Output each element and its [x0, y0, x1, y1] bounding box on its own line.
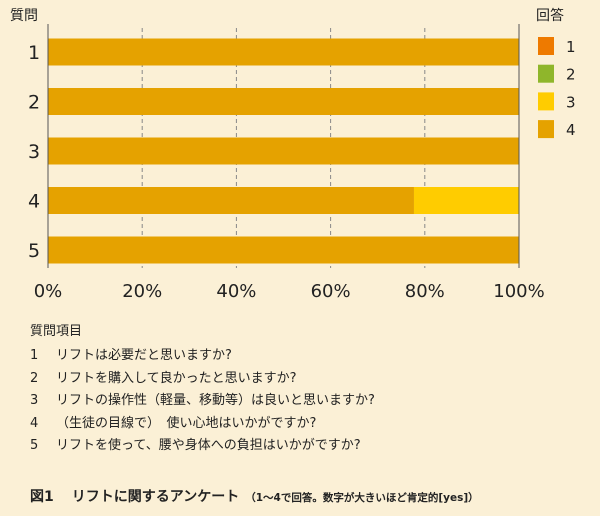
question-item: 2 リフトを購入して良かったと思いますか?	[30, 368, 375, 391]
question-number: 5	[30, 438, 39, 453]
question-number: 2	[30, 370, 39, 386]
x-tick-label: 0%	[34, 281, 63, 302]
figure-title: リフトに関するアンケート	[71, 489, 240, 505]
question-item: 5 リフトを使って、腰や身体への負担はいかがですか?	[30, 435, 375, 458]
x-tick-label: 40%	[216, 281, 256, 302]
figure-note: （1～4で回答。数字が大きいほど肯定的[yes]）	[245, 492, 479, 504]
legend-swatch	[538, 92, 554, 111]
question-text: リフトは必要だと思いますか?	[56, 348, 232, 363]
category-label: 5	[28, 240, 40, 262]
figure-label: 図1	[30, 489, 54, 505]
category-label: 1	[28, 42, 40, 64]
question-number: 4	[30, 415, 39, 431]
question-number: 3	[30, 393, 39, 408]
category-label: 3	[28, 141, 40, 163]
x-tick-label: 100%	[493, 281, 544, 302]
question-text: リフトを使って、腰や身体への負担はいかがですか?	[56, 438, 361, 453]
bar-segment	[413, 187, 519, 214]
bar-segment	[48, 137, 519, 165]
legend-label: 3	[566, 93, 576, 111]
question-item: 1 リフトは必要だと思いますか?	[30, 345, 375, 368]
questions-list: 1 リフトは必要だと思いますか? 2 リフトを購入して良かったと思いますか? 3 リフ…	[30, 345, 375, 458]
legend-title: 回答	[536, 7, 564, 24]
y-axis-title: 質問	[10, 8, 38, 24]
bar-segment	[48, 236, 519, 264]
question-text: リフトの操作性（軽量、移動等）は良いと思いますか?	[56, 393, 375, 408]
question-text: （生徒の目線で） 使い心地はいかがですか?	[56, 415, 317, 431]
x-tick-label: 80%	[405, 281, 445, 302]
category-label: 4	[28, 191, 40, 213]
x-tick-label: 60%	[311, 281, 351, 302]
legend-label: 4	[566, 121, 576, 139]
figure-caption: 図1 リフトに関するアンケート （1～4で回答。数字が大きいほど肯定的[yes]）	[30, 486, 479, 506]
bar-segment	[48, 38, 519, 66]
bar-segment	[48, 187, 414, 214]
legend-swatch	[538, 64, 554, 83]
bar-segment	[48, 88, 519, 115]
question-item: 3 リフトの操作性（軽量、移動等）は良いと思いますか?	[30, 390, 375, 413]
category-label: 2	[28, 92, 40, 114]
x-tick-label: 20%	[122, 281, 162, 302]
question-item: 4 （生徒の目線で） 使い心地はいかがですか?	[30, 413, 375, 436]
legend-swatch	[538, 37, 554, 55]
questions-title: 質問項目	[30, 324, 83, 339]
question-text: リフトを購入して良かったと思いますか?	[56, 370, 297, 386]
legend-label: 2	[566, 66, 576, 84]
legend-label: 1	[566, 38, 576, 56]
legend-swatch	[538, 120, 554, 139]
question-number: 1	[30, 348, 39, 363]
